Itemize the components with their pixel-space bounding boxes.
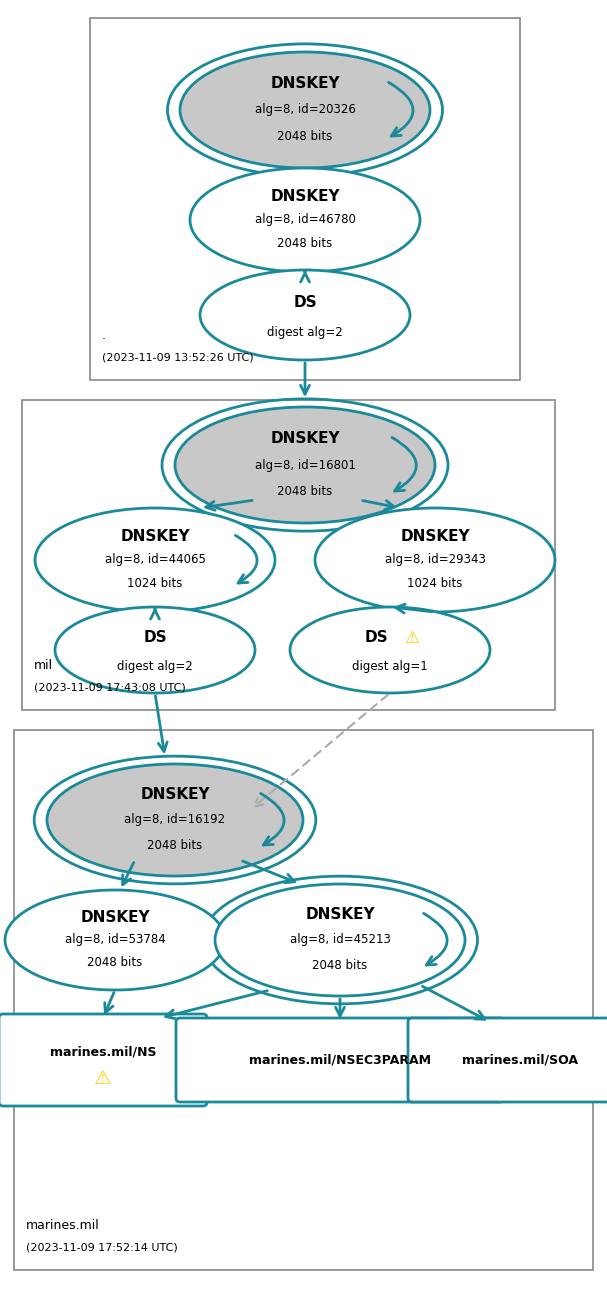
Text: alg=8, id=44065: alg=8, id=44065 (104, 553, 205, 566)
Text: digest alg=2: digest alg=2 (267, 326, 343, 339)
Bar (22, 400, 555, 710)
Text: 1024 bits: 1024 bits (127, 577, 183, 590)
Text: digest alg=2: digest alg=2 (117, 659, 193, 672)
Text: (2023-11-09 17:43:08 UTC): (2023-11-09 17:43:08 UTC) (34, 681, 186, 692)
Ellipse shape (200, 269, 410, 360)
Text: ⚠: ⚠ (404, 629, 419, 647)
Text: 2048 bits: 2048 bits (277, 129, 333, 143)
Text: marines.mil/NSEC3PARAM: marines.mil/NSEC3PARAM (249, 1053, 431, 1066)
Bar (90, 18, 520, 381)
Text: .: . (102, 330, 106, 341)
Text: marines.mil/NS: marines.mil/NS (50, 1045, 156, 1058)
Text: 2048 bits: 2048 bits (277, 237, 333, 250)
FancyBboxPatch shape (176, 1018, 504, 1103)
Ellipse shape (175, 407, 435, 523)
Text: alg=8, id=46780: alg=8, id=46780 (254, 213, 356, 226)
Ellipse shape (47, 764, 303, 876)
Text: DS: DS (293, 294, 317, 310)
Text: alg=8, id=45213: alg=8, id=45213 (290, 934, 390, 947)
Text: DNSKEY: DNSKEY (305, 908, 375, 922)
Text: DNSKEY: DNSKEY (270, 190, 340, 204)
Text: 2048 bits: 2048 bits (148, 838, 203, 852)
Ellipse shape (5, 889, 225, 990)
Ellipse shape (180, 52, 430, 167)
FancyBboxPatch shape (0, 1014, 207, 1107)
Text: DNSKEY: DNSKEY (270, 432, 340, 446)
FancyArrowPatch shape (392, 437, 416, 490)
Text: alg=8, id=20326: alg=8, id=20326 (254, 103, 356, 116)
Text: alg=8, id=16192: alg=8, id=16192 (124, 814, 226, 827)
Text: digest alg=1: digest alg=1 (352, 659, 428, 672)
Text: ⚠: ⚠ (94, 1070, 112, 1088)
Text: 2048 bits: 2048 bits (313, 959, 368, 972)
Text: (2023-11-09 13:52:26 UTC): (2023-11-09 13:52:26 UTC) (102, 352, 254, 362)
Text: 2048 bits: 2048 bits (87, 956, 143, 969)
FancyArrowPatch shape (388, 82, 413, 136)
Text: alg=8, id=16801: alg=8, id=16801 (254, 459, 356, 471)
Ellipse shape (35, 508, 275, 612)
Text: marines.mil: marines.mil (26, 1219, 100, 1232)
Text: (2023-11-09 17:52:14 UTC): (2023-11-09 17:52:14 UTC) (26, 1243, 178, 1252)
Ellipse shape (290, 607, 490, 693)
FancyArrowPatch shape (236, 535, 257, 583)
Text: DNSKEY: DNSKEY (140, 787, 210, 802)
FancyBboxPatch shape (408, 1018, 607, 1103)
Text: alg=8, id=53784: alg=8, id=53784 (64, 934, 165, 947)
Text: DNSKEY: DNSKEY (400, 530, 470, 544)
Text: DNSKEY: DNSKEY (270, 76, 340, 92)
Text: DS: DS (364, 630, 388, 645)
Text: marines.mil/SOA: marines.mil/SOA (462, 1053, 578, 1066)
Bar (14, 730, 593, 1270)
Text: DNSKEY: DNSKEY (120, 530, 190, 544)
Text: 2048 bits: 2048 bits (277, 484, 333, 497)
Text: DNSKEY: DNSKEY (80, 910, 150, 925)
Text: mil: mil (34, 659, 53, 672)
Ellipse shape (190, 167, 420, 272)
FancyArrowPatch shape (424, 913, 447, 965)
Ellipse shape (55, 607, 255, 693)
FancyArrowPatch shape (260, 794, 284, 845)
Text: alg=8, id=29343: alg=8, id=29343 (385, 553, 486, 566)
Ellipse shape (215, 884, 465, 995)
Text: DS: DS (143, 630, 167, 645)
Text: 1024 bits: 1024 bits (407, 577, 463, 590)
Ellipse shape (315, 508, 555, 612)
